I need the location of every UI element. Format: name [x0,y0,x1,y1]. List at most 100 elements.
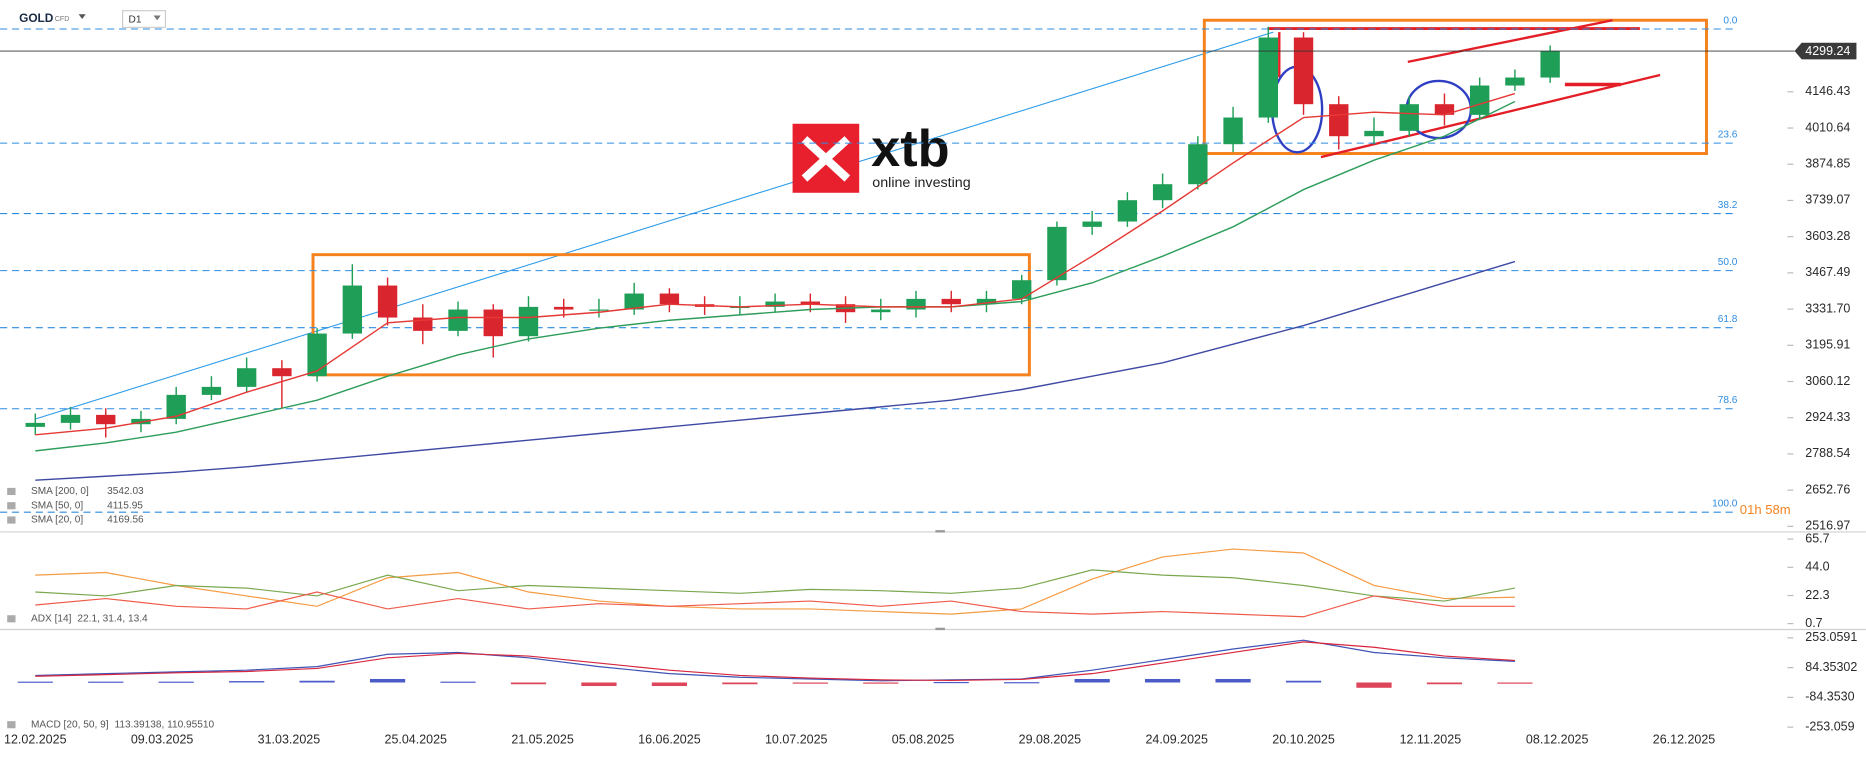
candle-body [1329,104,1349,137]
candle-body [60,414,81,423]
candle-body [166,394,186,419]
fib-level-label: 78.6 [1718,395,1738,406]
candle-body [272,368,292,377]
x-tick-label: 24.09.2025 [1145,732,1208,746]
legend-name: ADX [14] [31,613,72,624]
logo-brand: xtb [871,120,950,178]
y-tick-label: -84.3530 [1805,690,1854,704]
pane-handle[interactable] [935,627,945,631]
x-tick-label: 29.08.2025 [1019,732,1082,746]
header: GOLD CFD D1 [19,10,167,28]
fib-level-label: 50.0 [1718,257,1738,268]
fib-level-label: 100.0 [1712,499,1738,510]
legend-icon [7,516,16,524]
histogram-bar [581,682,617,687]
candle-body [1505,77,1525,86]
x-tick-label: 25.04.2025 [385,732,448,746]
x-tick-label: 21.05.2025 [511,732,574,746]
legend-icon [7,615,16,623]
logo-x [801,136,851,182]
histogram-bar [440,681,476,683]
moving-average-line [35,100,1516,452]
current-price-label: 4299.24 [1805,44,1850,58]
candle-body [1117,200,1138,222]
channel-line [1407,19,1613,64]
moving-average-line [35,260,1516,481]
histogram-bar [792,682,828,684]
candle-body [448,309,468,331]
timeframe-box[interactable] [122,10,167,28]
y-tick-label: 4010.64 [1805,120,1850,134]
histogram-bar [1497,682,1533,684]
drawings [35,18,1708,420]
y-tick-label: 3874.85 [1805,157,1850,171]
countdown: 01h 58m [1740,502,1791,517]
y-tick-label: 3060.12 [1805,374,1850,388]
histogram-bar [651,682,688,687]
pane-handle[interactable] [935,530,945,533]
candle-body [1293,37,1314,105]
candle-body [589,309,609,311]
y-tick-label: 84.35302 [1805,660,1857,674]
y-tick-label: 3467.49 [1805,265,1850,279]
indicator-line [35,591,1515,618]
fib-level-label: 38.2 [1718,200,1738,211]
y-tick-label: 2924.33 [1805,410,1850,424]
legend-name: SMA [50, 0] [31,500,83,511]
candle-body [342,285,363,334]
histogram-bar [863,682,899,684]
histogram-bar [1004,682,1040,684]
x-tick-label: 09.03.2025 [131,732,194,746]
moving-average-line [35,92,1516,436]
symbol[interactable]: GOLD [19,11,54,25]
histogram-bar [1145,678,1181,683]
x-tick-label: 08.12.2025 [1526,732,1589,746]
histogram-bar [1356,682,1392,688]
histogram-bar [1426,682,1463,685]
histogram-bar [933,681,969,684]
candle-body [800,301,821,305]
dropdown-arrow[interactable] [153,15,161,21]
fib-level-label: 23.6 [1718,129,1738,140]
y-tick-label: 65.7 [1805,531,1829,545]
x-tick-label: 12.02.2025 [4,732,67,746]
candle-body [976,298,997,305]
histogram-bar [510,682,547,685]
candle-body [906,298,926,310]
candle-body [236,368,257,387]
legend-values: 113.39138, 110.95510 [114,719,214,730]
candle-body [377,285,398,318]
candle-body [307,333,327,377]
current-price-tag [1794,42,1857,60]
candle-body [765,301,785,307]
candle-body [1469,85,1490,115]
y-tick-label: 44.0 [1805,560,1829,574]
instrument: CFD [55,15,70,23]
histogram-bar [158,681,194,683]
histogram-bar [88,681,124,683]
candle-body [1223,117,1243,145]
timeframe[interactable]: D1 [129,14,142,25]
legend-icon [7,502,16,510]
histogram-bar [1215,678,1251,683]
histogram-bar [369,678,406,683]
fib-level-label: 0.0 [1723,15,1737,26]
range-box [311,253,1031,377]
candle-body [554,306,574,310]
histogram-bar [1074,678,1110,683]
indicator-line [35,641,1515,682]
candle-body [871,309,891,313]
y-tick-label: 3195.91 [1805,338,1850,352]
y-tick-label: 253.0591 [1805,630,1857,644]
histogram-bar [17,681,53,683]
indicator-line [35,548,1515,615]
dropdown-arrow[interactable] [78,14,86,20]
candle-body [941,298,961,305]
y-tick-label: 3739.07 [1805,193,1850,207]
histogram-bar [299,680,335,683]
candle-body [1399,104,1419,131]
candle-body [1188,144,1208,185]
range-box [1202,18,1708,155]
fib-level-label: 61.8 [1718,314,1738,325]
